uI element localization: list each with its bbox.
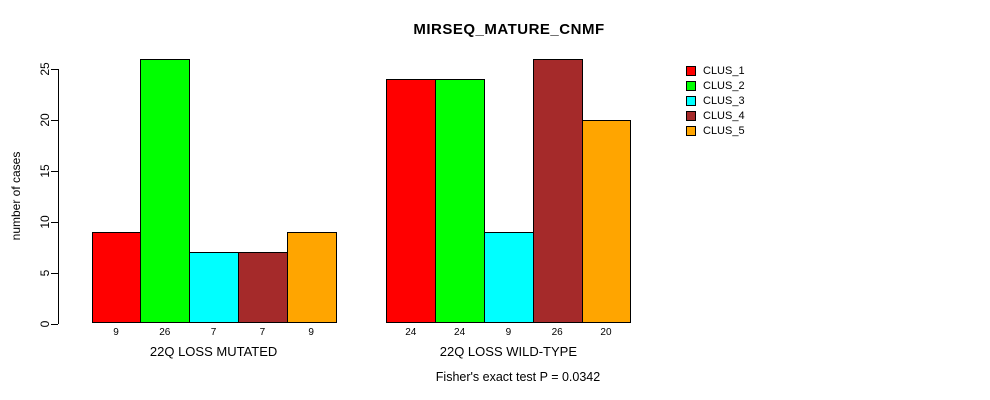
y-tick-mark (51, 170, 58, 172)
bar-clus_3 (484, 231, 534, 324)
bar-clus_4 (238, 252, 288, 324)
bar-value-label: 7 (210, 327, 217, 338)
annotation-text: Fisher's exact test P = 0.0342 (435, 370, 601, 384)
bar-value-label: 26 (551, 327, 563, 338)
bar-clus_1 (91, 231, 142, 324)
y-tick-label: 20 (38, 113, 52, 127)
bar-clus_2 (435, 79, 485, 324)
y-axis-label: number of cases (9, 151, 23, 241)
y-axis-line (58, 69, 59, 324)
y-tick-mark (51, 69, 58, 71)
bar-value-label: 9 (308, 327, 314, 338)
legend-label: CLUS_2 (703, 80, 745, 92)
bar-clus_2 (140, 59, 191, 324)
y-tick-mark (51, 323, 58, 325)
y-tick-label: 0 (38, 320, 52, 327)
legend-label: CLUS_1 (703, 65, 745, 77)
y-tick-label: 10 (38, 215, 52, 229)
y-tick-mark (51, 272, 58, 274)
y-tick-mark (51, 120, 58, 122)
y-tick-label: 15 (38, 164, 52, 178)
bar-value-label: 20 (600, 327, 612, 338)
bar-value-label: 26 (159, 327, 171, 338)
y-tick-label: 5 (38, 269, 52, 276)
group-label: 22Q LOSS MUTATED (149, 344, 278, 359)
bar-value-label: 9 (113, 327, 119, 338)
y-tick-mark (51, 221, 58, 223)
bar-value-label: 9 (505, 327, 512, 338)
bar-clus_3 (189, 252, 239, 324)
y-tick-label: 25 (38, 62, 52, 76)
bar-clus_5 (581, 120, 632, 324)
bar-value-label: 24 (405, 327, 417, 338)
bar-clus_1 (386, 79, 437, 324)
bar-clus_5 (286, 231, 337, 324)
legend-label: CLUS_3 (703, 95, 745, 107)
legend-swatch-clus_1 (686, 66, 696, 76)
chart-title: MIRSEQ_MATURE_CNMF (413, 21, 605, 38)
bar-clus_4 (532, 59, 583, 324)
legend-swatch-clus_2 (686, 81, 696, 91)
group-label: 22Q LOSS WILD-TYPE (439, 344, 578, 359)
legend-label: CLUS_5 (703, 125, 745, 137)
bar-value-label: 24 (454, 327, 466, 338)
legend-swatch-clus_3 (686, 96, 696, 106)
legend-swatch-clus_4 (686, 111, 696, 121)
bar-value-label: 7 (259, 327, 266, 338)
legend-swatch-clus_5 (686, 126, 696, 136)
legend-label: CLUS_4 (703, 110, 745, 122)
